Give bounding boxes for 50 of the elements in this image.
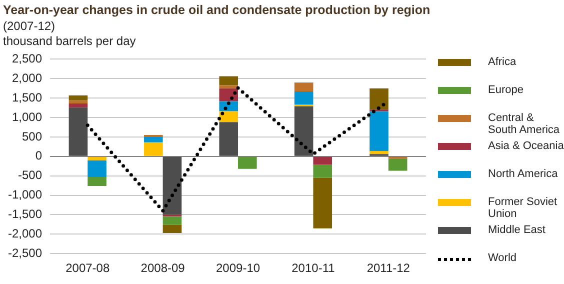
bar <box>313 164 332 178</box>
legend-label: World <box>488 252 517 264</box>
y-tick-label: -2,500 <box>8 246 42 260</box>
bar <box>294 82 314 92</box>
y-tick-label: -2,000 <box>8 226 42 240</box>
bar <box>162 216 182 225</box>
bar <box>68 100 88 104</box>
bar <box>294 106 314 156</box>
x-tick-label: 2010-11 <box>292 261 336 276</box>
bar <box>219 76 238 86</box>
x-tick-label: 2011-12 <box>366 261 410 276</box>
legend-label: Former Soviet Union <box>488 196 558 220</box>
legend-label: North America <box>488 168 558 180</box>
y-tick-label: 2,500 <box>12 52 42 66</box>
y-tick-label: -500 <box>18 168 42 182</box>
bar <box>144 136 163 142</box>
y-tick-label: 500 <box>22 129 42 144</box>
x-tick-label: 2009-10 <box>216 261 260 276</box>
legend-label: Europe <box>488 84 524 96</box>
bar <box>219 111 238 122</box>
bar <box>68 95 88 100</box>
legend-label: Asia & Oceania <box>488 140 564 152</box>
y-tick-label: 0 <box>35 148 42 163</box>
legend-label: Central & South America <box>488 112 560 136</box>
x-tick-label: 2007-08 <box>66 261 110 276</box>
bar <box>219 101 238 112</box>
bar <box>238 156 257 169</box>
y-tick-label: -1,000 <box>8 188 42 202</box>
legend-label: Africa <box>488 56 516 68</box>
chart-title: Year-on-year changes in crude oil and condensate production by region <box>3 3 430 17</box>
bar <box>294 91 314 105</box>
y-tick-label: -1,500 <box>8 207 42 222</box>
y-tick-label: 1,000 <box>12 110 42 124</box>
bar <box>370 150 388 154</box>
x-tick-label: 2008-09 <box>140 261 186 276</box>
legend-label: Middle East <box>488 224 546 236</box>
y-axis-title: thousand barrels per day <box>3 34 136 48</box>
bar <box>68 104 88 108</box>
y-tick-label: 2,000 <box>12 70 42 85</box>
bar <box>144 142 163 156</box>
bar <box>370 88 388 110</box>
bar <box>88 177 106 186</box>
bar <box>68 107 88 156</box>
y-tick-label: 1,500 <box>12 90 42 104</box>
bar <box>370 111 388 151</box>
bar <box>219 88 238 102</box>
bar <box>388 158 408 171</box>
bar <box>219 122 238 156</box>
chart-subtitle: (2007-12) <box>3 19 56 33</box>
bar <box>219 85 238 88</box>
